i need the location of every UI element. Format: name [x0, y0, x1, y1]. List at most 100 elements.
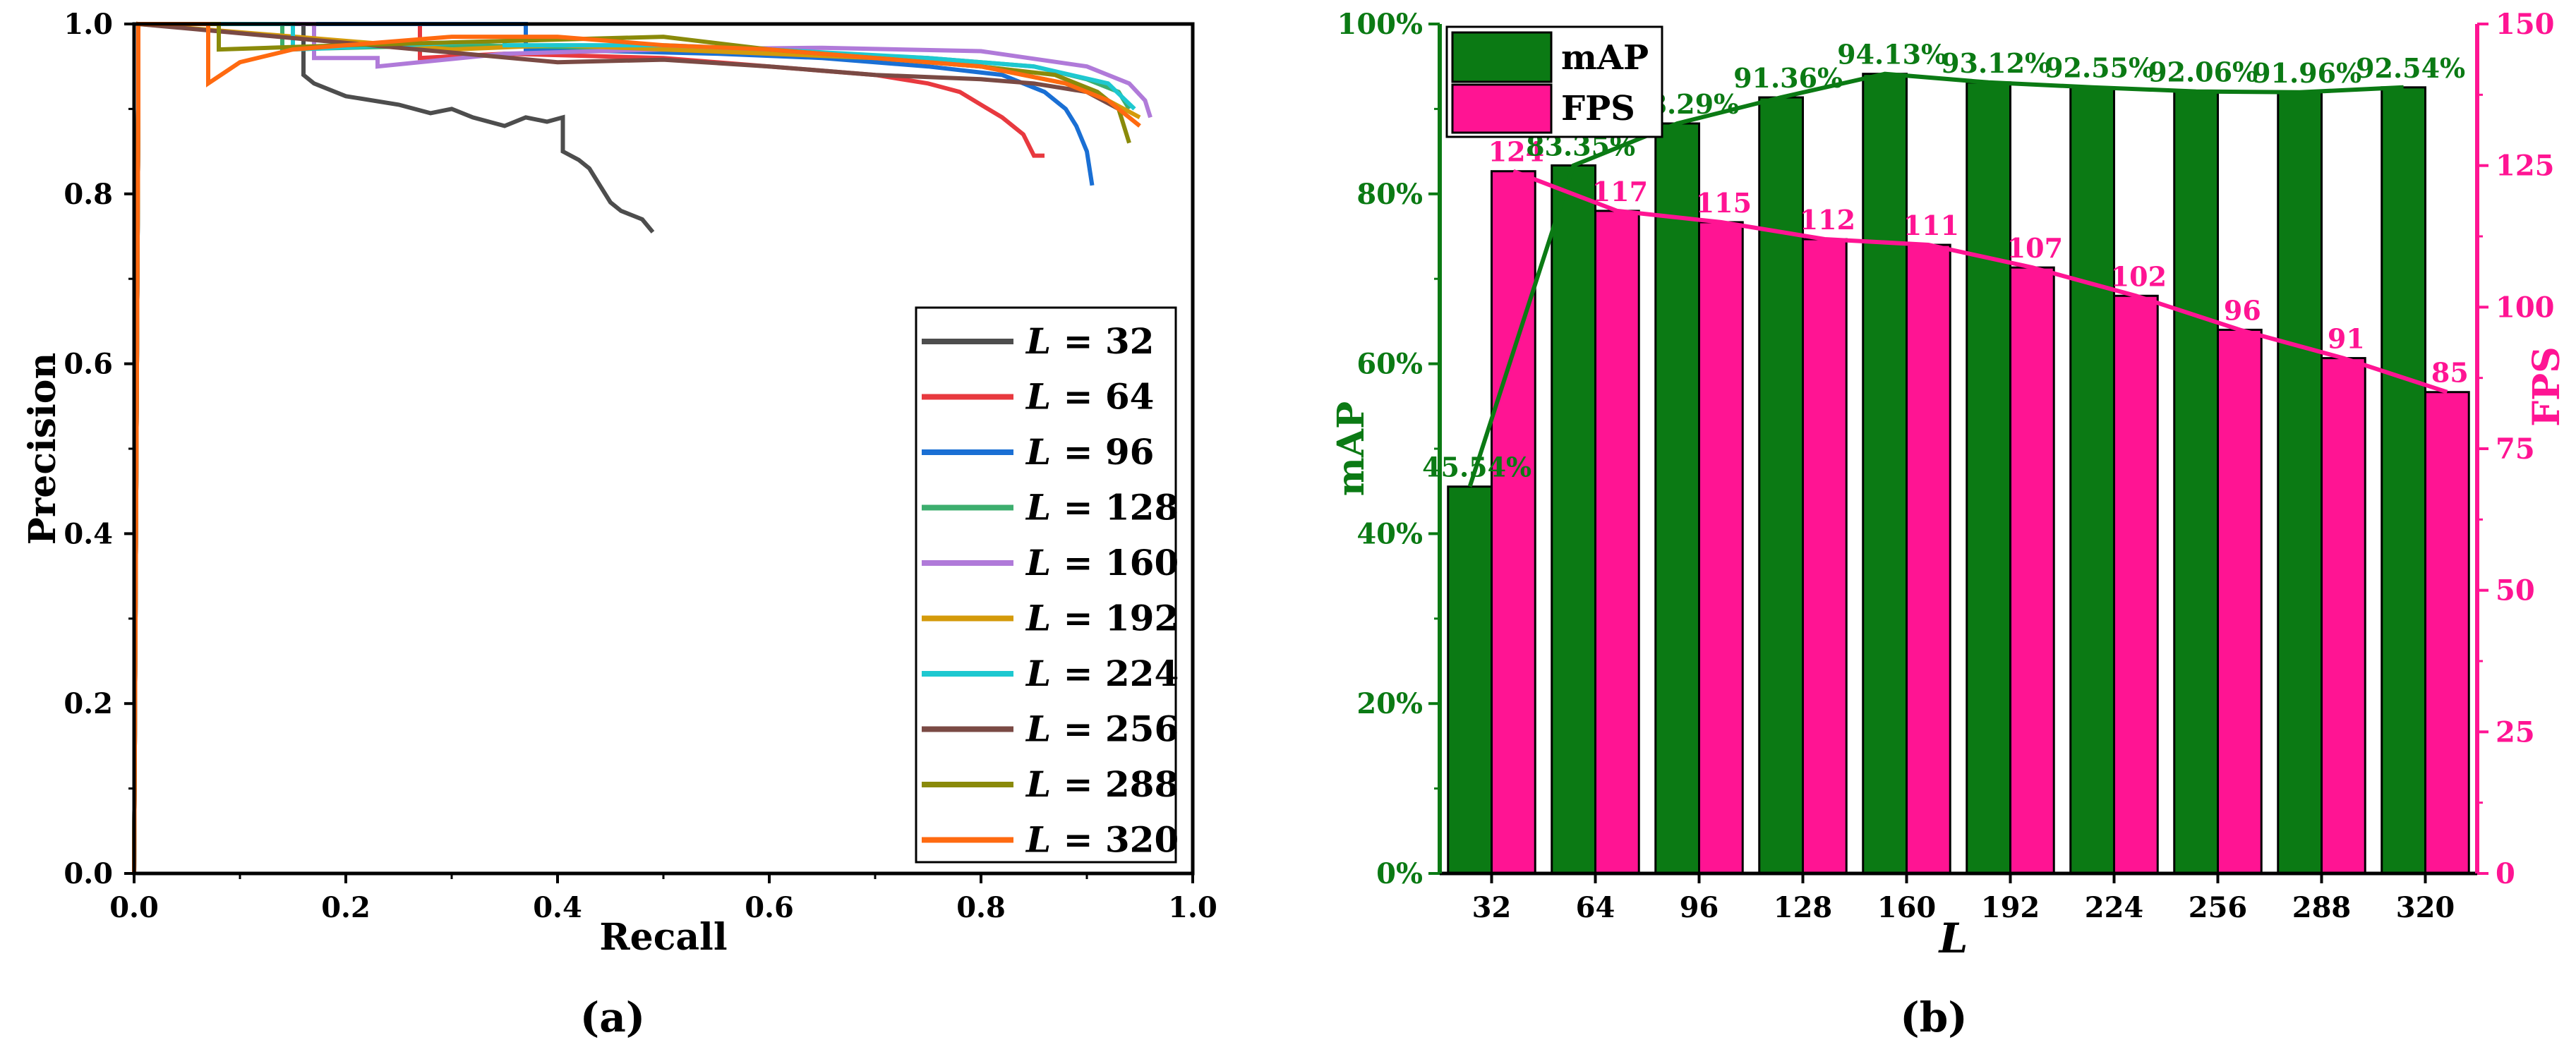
legend-a-label-l160: L = 160 [1025, 542, 1179, 583]
fps-value-label-160: 111 [1903, 210, 1959, 241]
x-tick-label-a: 0.4 [533, 891, 582, 924]
y-tick-label-right-b: 50 [2496, 574, 2535, 607]
axes-b: 0% 20% 40% 60% 80% 100% 0 25 50 75 100 125 150 [1337, 8, 2554, 890]
y-tick-label-right-b: 150 [2496, 8, 2555, 41]
data-labels-b: 45.54%1243283.35%1176488.29%1159691.36%1… [1422, 39, 2469, 924]
legend-b-swatch-map [1451, 31, 1553, 83]
map-bar-160 [1862, 73, 1908, 875]
x-tick-label-b: 32 [1472, 891, 1512, 924]
map-trend-line [1467, 71, 2404, 488]
y-axis-title-left-b: mAP [1330, 401, 1373, 496]
legend-a-label-l192: L = 192 [1025, 598, 1179, 639]
y-tick-label-a: 1.0 [64, 8, 113, 41]
fps-value-label-256: 96 [2224, 294, 2261, 326]
fps-value-label-192: 107 [2007, 232, 2063, 264]
y-tick-label-right-b: 0 [2496, 857, 2515, 890]
fps-bar-64 [1594, 210, 1640, 875]
axis-ticks-a: 0.0 0.2 0.4 0.6 0.8 1.0 0.0 0.2 0.4 0.6 0.8 1.0 [64, 8, 1217, 924]
fps-bar-288 [2321, 357, 2366, 875]
map-value-label-320: 92.54% [2356, 52, 2465, 84]
y-tick-label-left-b: 80% [1356, 178, 1423, 211]
x-tick-label-a: 0.0 [109, 891, 159, 924]
x-tick-label-b: 288 [2292, 891, 2352, 924]
fps-bar-224 [2113, 294, 2159, 875]
fps-value-label-64: 117 [1592, 176, 1648, 207]
map-bar-32 [1447, 485, 1493, 875]
y-tick-label-right-b: 25 [2496, 715, 2535, 749]
panel-a-precision-recall: 0.0 0.2 0.4 0.6 0.8 1.0 0.0 0.2 0.4 0.6 0.8 1.0 Rec… [21, 8, 1217, 1041]
fps-value-label-96: 115 [1696, 187, 1752, 219]
x-tick-label-a: 0.6 [745, 891, 794, 924]
fps-value-label-224: 102 [2111, 260, 2167, 292]
y-tick-label-a: 0.0 [64, 857, 113, 890]
fps-bar-96 [1698, 221, 1744, 875]
y-tick-label-left-b: 20% [1356, 687, 1423, 720]
y-tick-label-a: 0.2 [64, 687, 113, 720]
x-axis-title-a: Recall [599, 916, 727, 959]
legend-a-label-l64: L = 64 [1025, 376, 1154, 418]
y-tick-label-right-b: 125 [2496, 150, 2555, 183]
map-value-label-128: 91.36% [1733, 62, 1843, 94]
legend-a-label-l320: L = 320 [1025, 819, 1179, 861]
legend-a-label-l224: L = 224 [1025, 653, 1179, 694]
y-tick-label-right-b: 100 [2496, 291, 2555, 324]
x-tick-label-b: 128 [1774, 891, 1833, 924]
legend-a-label-l128: L = 128 [1025, 487, 1179, 528]
legend-b: mAP FPS [1445, 25, 1663, 138]
map-bar-64 [1551, 164, 1597, 875]
fps-value-label-288: 91 [2328, 323, 2365, 355]
legend-a-label-l32: L = 32 [1025, 320, 1154, 362]
pr-curve-l32 [132, 22, 655, 874]
map-value-label-288: 91.96% [2252, 57, 2361, 89]
fps-bar-320 [2424, 391, 2470, 875]
legend-a: L = 32 L = 64 L = 96 L = 128 L = 160 L = 192 L… [915, 306, 1179, 864]
y-axis-title-a: Precision [21, 353, 64, 545]
fps-value-label-128: 112 [1800, 204, 1855, 236]
fps-value-label-320: 85 [2431, 357, 2469, 389]
map-bar-320 [2381, 86, 2427, 875]
x-tick-label-b: 256 [2189, 891, 2248, 924]
fps-trend-line [1512, 169, 2448, 394]
legend-a-label-l288: L = 288 [1025, 763, 1179, 805]
legend-b-label-fps: FPS [1561, 89, 1635, 128]
map-bar-256 [2173, 90, 2220, 875]
y-tick-label-a: 0.4 [64, 517, 113, 550]
x-axis-title-b: L [1938, 914, 1968, 962]
y-tick-label-a: 0.8 [64, 178, 113, 211]
map-value-label-160: 94.13% [1837, 39, 1946, 71]
map-value-label-192: 93.12% [1941, 47, 2050, 79]
y-tick-label-left-b: 0% [1376, 857, 1423, 890]
x-tick-label-b: 224 [2085, 891, 2144, 924]
x-tick-label-b: 320 [2396, 891, 2455, 924]
x-tick-label-b: 96 [1680, 891, 1719, 924]
panel-label-a: (a) [580, 993, 645, 1041]
map-value-label-224: 92.55% [2045, 52, 2154, 84]
x-tick-label-a: 0.2 [321, 891, 371, 924]
legend-a-label-l96: L = 96 [1025, 431, 1154, 473]
y-axis-title-right-b: FPS [2525, 346, 2568, 427]
map-bar-96 [1654, 122, 1701, 875]
x-tick-label-b: 192 [1981, 891, 2040, 924]
x-tick-label-b: 160 [1877, 891, 1937, 924]
y-tick-label-a: 0.6 [64, 348, 113, 381]
legend-b-swatch-fps [1451, 83, 1553, 134]
fps-value-label-32: 124 [1488, 136, 1544, 168]
x-tick-label-a: 1.0 [1168, 891, 1217, 924]
fps-bar-256 [2217, 328, 2263, 875]
map-bar-288 [2277, 91, 2323, 875]
y-tick-label-right-b: 75 [2496, 432, 2535, 466]
map-bar-224 [2069, 86, 2116, 875]
bar-group [1447, 73, 2470, 875]
map-value-label-256: 92.06% [2148, 56, 2258, 88]
map-bar-128 [1758, 96, 1805, 875]
y-tick-label-left-b: 40% [1356, 517, 1423, 550]
y-tick-label-left-b: 60% [1356, 348, 1423, 381]
trend-lines [1467, 71, 2448, 488]
fps-bar-32 [1491, 170, 1536, 875]
map-value-label-32: 45.54% [1422, 452, 1531, 483]
legend-b-label-map: mAP [1561, 38, 1649, 78]
map-bar-192 [1966, 81, 2012, 875]
pr-curve-l64 [132, 22, 1045, 874]
